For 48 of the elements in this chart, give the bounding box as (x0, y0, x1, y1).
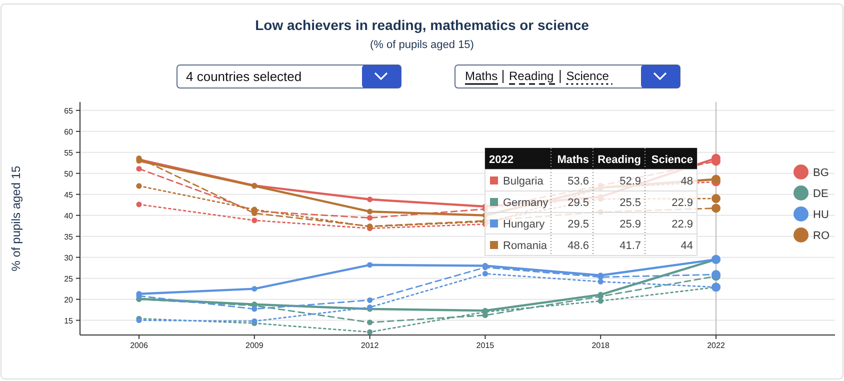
chart-subtitle: (% of pupils aged 15) (370, 39, 474, 51)
legend-label: RO (813, 230, 830, 242)
x-tick-label: 2009 (246, 341, 264, 350)
annotation: Maths (557, 154, 589, 166)
annotation: 53.6 (568, 176, 589, 188)
text: Maths (465, 69, 498, 83)
annotation: 29.5 (568, 197, 589, 209)
annotation: 22.9 (672, 197, 693, 209)
legend-label: DE (813, 188, 828, 200)
legend-label: BG (813, 167, 829, 179)
annotation: Germany (503, 197, 549, 209)
text: Science (566, 69, 610, 83)
annotation: 48.6 (568, 240, 589, 252)
y-tick-label: 20 (64, 295, 74, 304)
x-tick-label: 2012 (360, 341, 380, 350)
y-tick-label: 45 (64, 190, 74, 200)
annotation: 2022 (489, 154, 514, 166)
y-tick-label: 15 (64, 316, 74, 326)
y-tick-label: 60 (64, 127, 74, 136)
annotation: Hungary (503, 218, 546, 230)
x-tick-label: 2006 (130, 341, 148, 350)
legend-label: HU (813, 209, 829, 221)
annotation: 44 (680, 240, 693, 252)
annotation: Science (651, 154, 693, 166)
text: Reading (509, 69, 554, 83)
annotation: 52.9 (620, 176, 641, 188)
annotation: Romania (503, 240, 548, 252)
annotation: 48 (680, 176, 693, 188)
annotation: 29.5 (568, 218, 589, 230)
text: 4 countries selected (186, 69, 302, 84)
y-tick-label: 50 (64, 169, 74, 178)
annotation: Reading (598, 154, 641, 166)
y-axis-title: % of pupils aged 15 (9, 165, 23, 272)
chart-title: Low achievers in reading, mathematics or science (255, 17, 590, 33)
y-tick-label: 25 (64, 274, 74, 284)
annotation: 41.7 (620, 240, 641, 252)
x-tick-label: 2018 (592, 341, 610, 350)
annotation: Bulgaria (503, 176, 544, 188)
y-tick-label: 30 (64, 253, 74, 262)
annotation: 25.9 (620, 218, 641, 230)
y-tick-label: 65 (64, 106, 74, 116)
x-tick-label: 2015 (476, 341, 495, 350)
x-tick-label: 2022 (707, 341, 726, 350)
y-tick-label: 55 (64, 148, 74, 158)
annotation: 22.9 (672, 218, 693, 230)
annotation: 25.5 (620, 197, 641, 209)
y-tick-label: 40 (64, 211, 74, 220)
y-tick-label: 35 (64, 232, 74, 242)
